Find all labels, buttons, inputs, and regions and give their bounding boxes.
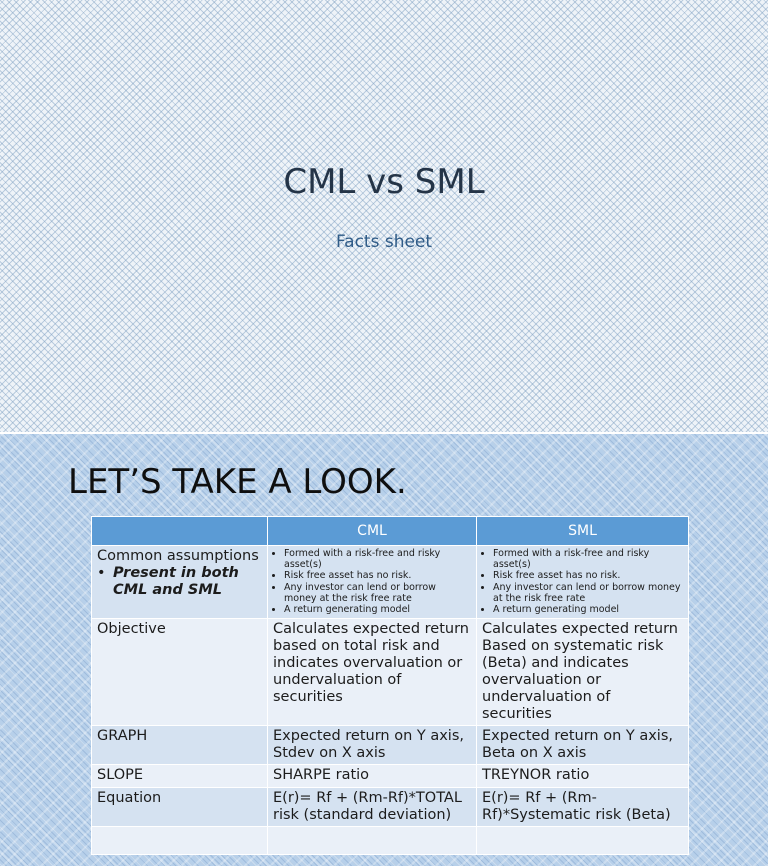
- sml-cell: [476, 826, 689, 855]
- slide-heading: LET’S TAKE A LOOK.: [68, 462, 407, 502]
- header-sml: SML: [476, 516, 689, 546]
- list-item: Risk free asset has no risk.: [493, 570, 683, 581]
- table-row: [91, 826, 689, 855]
- row-label: [91, 826, 268, 855]
- table-row: Common assumptions Present in both CML a…: [91, 545, 689, 619]
- table-row: GRAPH Expected return on Y axis, Stdev o…: [91, 725, 689, 765]
- sml-assumptions-list: Formed with a risk-free and risky asset(…: [482, 548, 683, 615]
- list-item: Any investor can lend or borrow money at…: [284, 582, 471, 604]
- cml-cell: Expected return on Y axis, Stdev on X ax…: [267, 725, 477, 765]
- table-row: Objective Calculates expected return bas…: [91, 618, 689, 726]
- list-item: Formed with a risk-free and risky asset(…: [493, 548, 683, 570]
- list-item: A return generating model: [493, 604, 683, 615]
- cml-cell: Calculates expected return based on tota…: [267, 618, 477, 726]
- cml-cell: E(r)= Rf + (Rm-Rf)*TOTAL risk (standard …: [267, 787, 477, 827]
- header-cml: CML: [267, 516, 477, 546]
- list-item: Present in both CML and SML: [97, 565, 262, 599]
- assumptions-label-cell: Common assumptions Present in both CML a…: [91, 545, 268, 619]
- table-row: SLOPE SHARPE ratio TREYNOR ratio: [91, 764, 689, 788]
- assumptions-cml-cell: Formed with a risk-free and risky asset(…: [267, 545, 477, 619]
- row-label: Common assumptions: [97, 548, 259, 564]
- slide-title: CML vs SML: [283, 162, 485, 202]
- cml-cell: SHARPE ratio: [267, 764, 477, 788]
- sml-cell: TREYNOR ratio: [476, 764, 689, 788]
- assumptions-bullet-list: Present in both CML and SML: [97, 565, 262, 599]
- sml-cell: Expected return on Y axis, Beta on X axi…: [476, 725, 689, 765]
- list-item: A return generating model: [284, 604, 471, 615]
- list-item: Risk free asset has no risk.: [284, 570, 471, 581]
- title-slide: CML vs SML Facts sheet: [0, 0, 768, 432]
- row-label: Objective: [91, 618, 268, 726]
- cml-assumptions-list: Formed with a risk-free and risky asset(…: [273, 548, 471, 615]
- sml-cell: E(r)= Rf + (Rm-Rf)*Systematic risk (Beta…: [476, 787, 689, 827]
- header-empty: [91, 516, 268, 546]
- list-item: Formed with a risk-free and risky asset(…: [284, 548, 471, 570]
- comparison-table: CML SML Common assumptions Present in bo…: [91, 516, 689, 855]
- assumptions-sml-cell: Formed with a risk-free and risky asset(…: [476, 545, 689, 619]
- slide-divider: [0, 432, 768, 434]
- sml-cell: Calculates expected return Based on syst…: [476, 618, 689, 726]
- content-slide: LET’S TAKE A LOOK. CML SML Common assump…: [0, 434, 768, 866]
- cml-cell: [267, 826, 477, 855]
- table-header-row: CML SML: [91, 516, 689, 546]
- row-label: Equation: [91, 787, 268, 827]
- row-label: GRAPH: [91, 725, 268, 765]
- slide-subtitle: Facts sheet: [335, 232, 433, 252]
- row-label: SLOPE: [91, 764, 268, 788]
- list-item: Any investor can lend or borrow money at…: [493, 582, 683, 604]
- table-row: Equation E(r)= Rf + (Rm-Rf)*TOTAL risk (…: [91, 787, 689, 827]
